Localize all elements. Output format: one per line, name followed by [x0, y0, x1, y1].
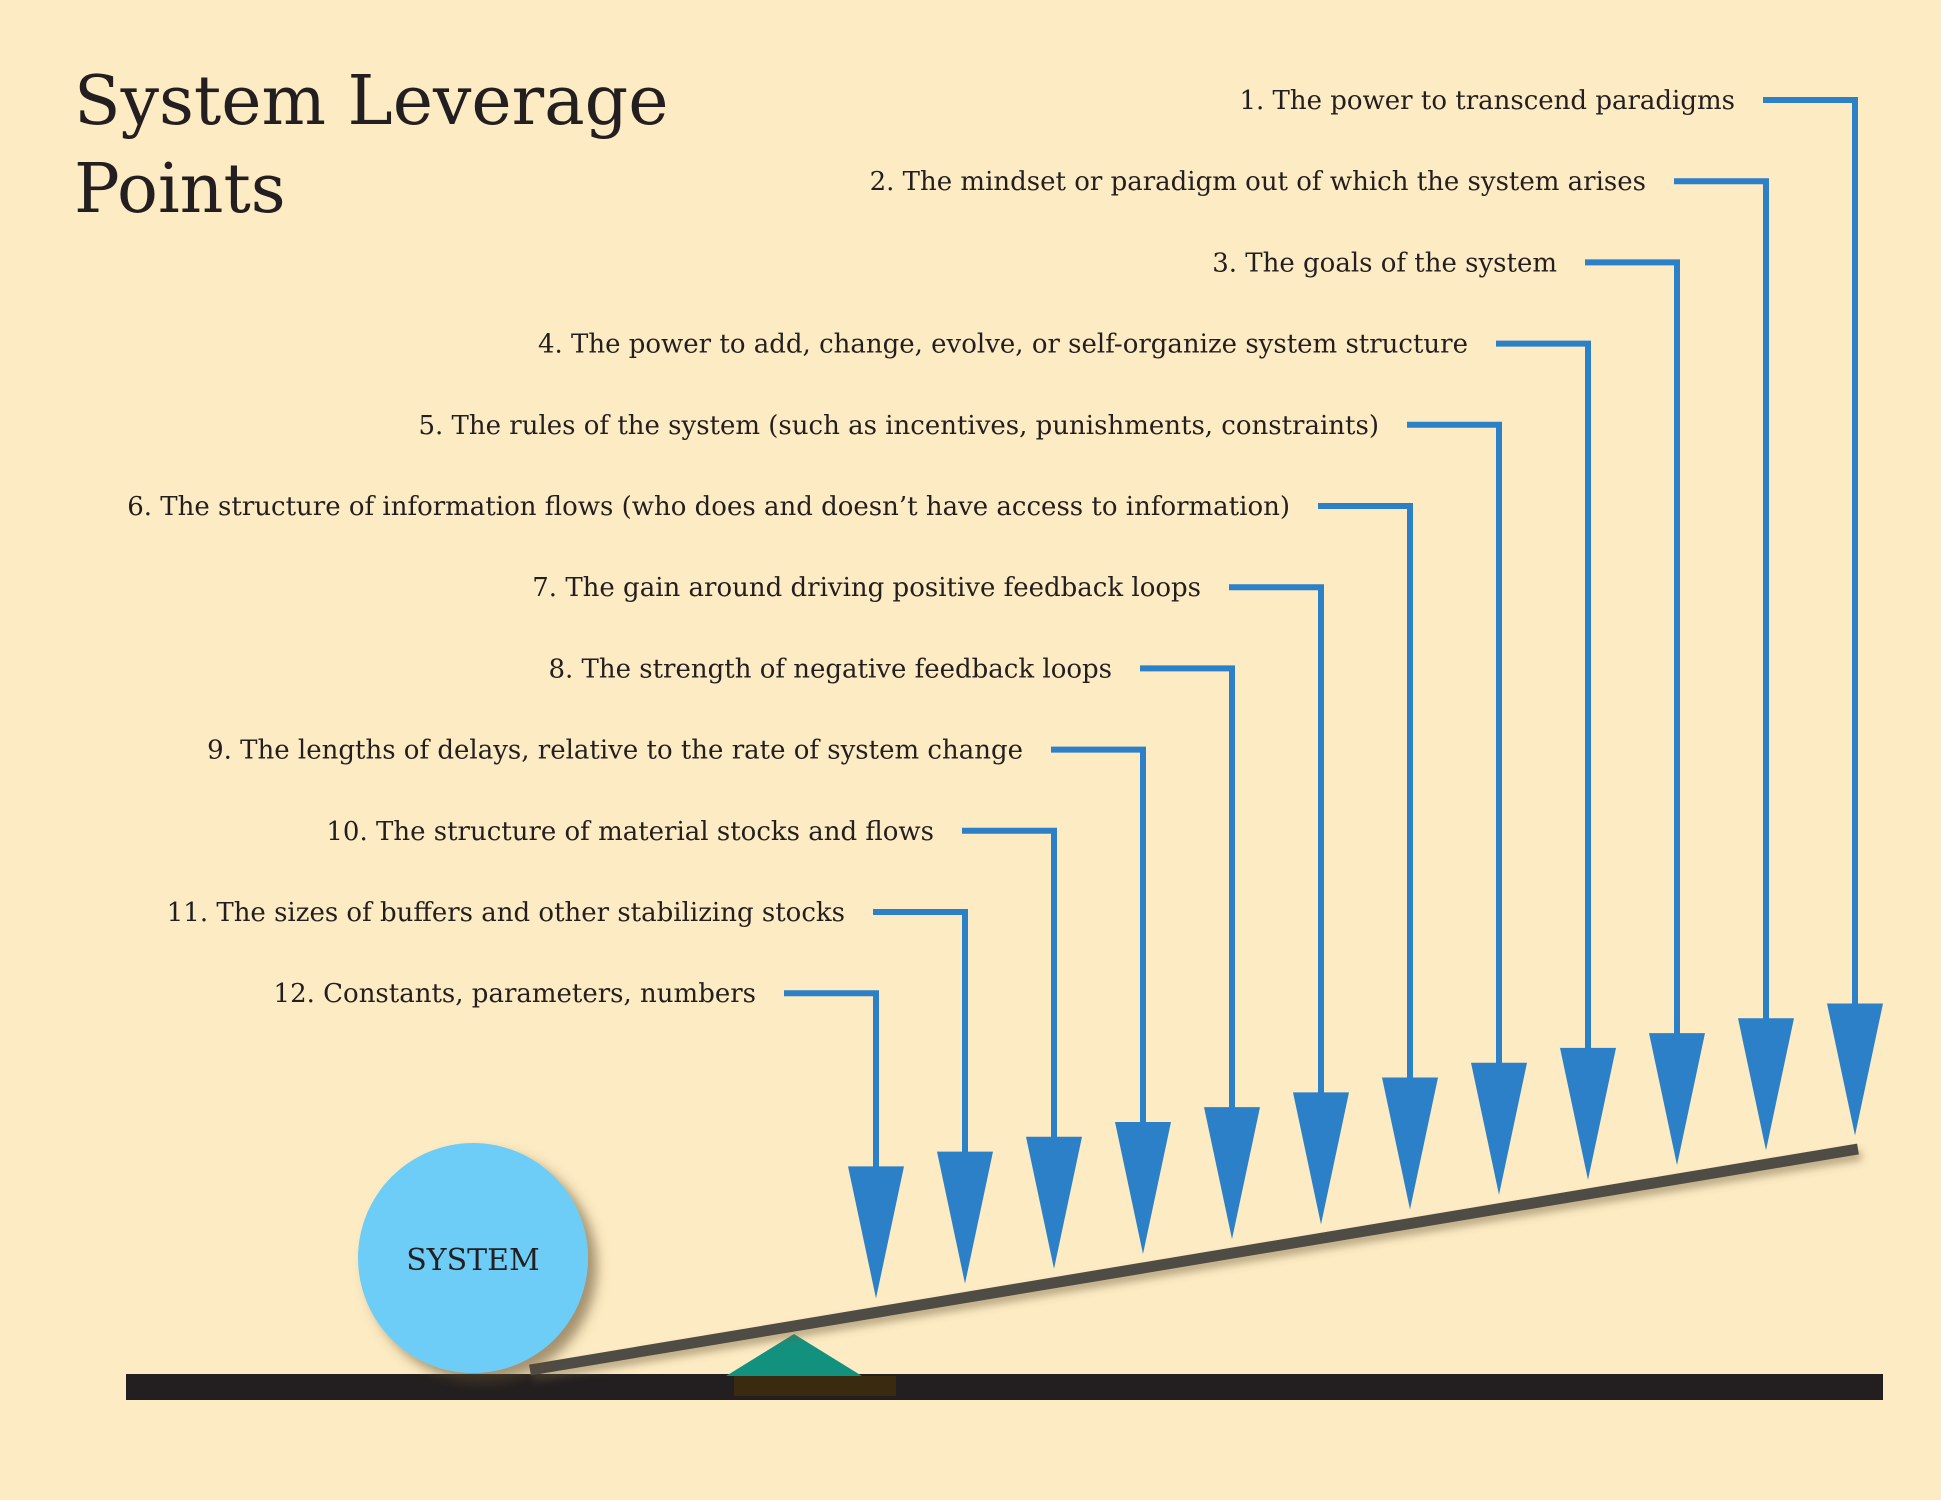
lever-beam: [529, 1143, 1859, 1376]
leverage-point-5: 5. The rules of the system (such as ince…: [418, 411, 1527, 1195]
system-label: SYSTEM: [406, 1243, 540, 1278]
leverage-points: 1. The power to transcend paradigms 2. Th…: [127, 86, 1883, 1299]
leverage-point-label: 5. The rules of the system (such as ince…: [418, 411, 1379, 441]
leverage-point-label: 7. The gain around driving positive feed…: [532, 573, 1201, 603]
leverage-point-11: 11. The sizes of buffers and other stabi…: [167, 898, 993, 1284]
leverage-arrow-shaft: [1496, 340, 1591, 1050]
leverage-arrow-head: [1560, 1047, 1616, 1180]
leverage-arrow-head: [937, 1151, 993, 1284]
leverage-point-label: 9. The lengths of delays, relative to th…: [207, 736, 1023, 766]
leverage-arrow-head: [848, 1166, 904, 1299]
leverage-arrow-shaft: [1407, 421, 1502, 1065]
leverage-point-label: 1. The power to transcend paradigms: [1239, 86, 1735, 116]
leverage-arrow-head: [1026, 1136, 1082, 1269]
leverage-arrow-shaft: [1674, 178, 1769, 1021]
leverage-point-6: 6. The structure of information flows (w…: [127, 492, 1438, 1210]
title-line-2: Points: [74, 150, 286, 229]
title-line-1: System Leverage: [74, 62, 669, 141]
leverage-arrow-head: [1649, 1033, 1705, 1166]
leverage-arrow-head: [1293, 1092, 1349, 1225]
leverage-point-label: 3. The goals of the system: [1212, 248, 1557, 278]
leverage-point-label: 4. The power to add, change, evolve, or …: [538, 330, 1468, 360]
leverage-arrow-head: [1115, 1121, 1171, 1254]
leverage-point-12: 12. Constants, parameters, numbers: [274, 979, 904, 1299]
leverage-arrow-shaft: [873, 909, 968, 1154]
leverage-point-label: 8. The strength of negative feedback loo…: [548, 654, 1112, 684]
leverage-arrow-shaft: [962, 827, 1057, 1139]
leverage-point-8: 8. The strength of negative feedback loo…: [548, 654, 1260, 1240]
leverage-point-10: 10. The structure of material stocks and…: [326, 817, 1082, 1269]
fulcrum: [726, 1334, 862, 1376]
leverage-point-7: 7. The gain around driving positive feed…: [532, 573, 1349, 1225]
leverage-arrow-head: [1204, 1107, 1260, 1240]
fulcrum-base: [734, 1376, 896, 1396]
leverage-arrow-shaft: [1140, 665, 1235, 1110]
leverage-point-label: 6. The structure of information flows (w…: [127, 492, 1290, 522]
leverage-point-9: 9. The lengths of delays, relative to th…: [207, 736, 1171, 1254]
leverage-point-label: 11. The sizes of buffers and other stabi…: [167, 898, 845, 928]
leverage-point-4: 4. The power to add, change, evolve, or …: [538, 330, 1616, 1180]
leverage-arrow-head: [1827, 1003, 1883, 1136]
leverage-point-2: 2. The mindset or paradigm out of which …: [870, 167, 1794, 1151]
leverage-point-label: 12. Constants, parameters, numbers: [274, 979, 756, 1009]
leverage-point-label: 10. The structure of material stocks and…: [326, 817, 934, 847]
system-ball: [358, 1143, 588, 1373]
leverage-arrow-head: [1382, 1077, 1438, 1210]
leverage-arrow-shaft: [784, 990, 879, 1169]
ground-bar: [126, 1374, 1883, 1400]
leverage-arrow-shaft: [1229, 584, 1324, 1095]
leverage-arrow-head: [1738, 1018, 1794, 1151]
leverage-arrow-shaft: [1585, 259, 1680, 1036]
leverage-arrow-shaft: [1318, 503, 1413, 1080]
leverage-point-1: 1. The power to transcend paradigms: [1239, 86, 1883, 1136]
leverage-point-label: 2. The mindset or paradigm out of which …: [870, 167, 1646, 197]
leverage-arrow-head: [1471, 1062, 1527, 1195]
leverage-point-3: 3. The goals of the system: [1212, 248, 1705, 1166]
leverage-arrow-shaft: [1763, 97, 1858, 1006]
leverage-arrow-shaft: [1051, 746, 1146, 1124]
page-title: System Leverage Points: [74, 58, 668, 234]
